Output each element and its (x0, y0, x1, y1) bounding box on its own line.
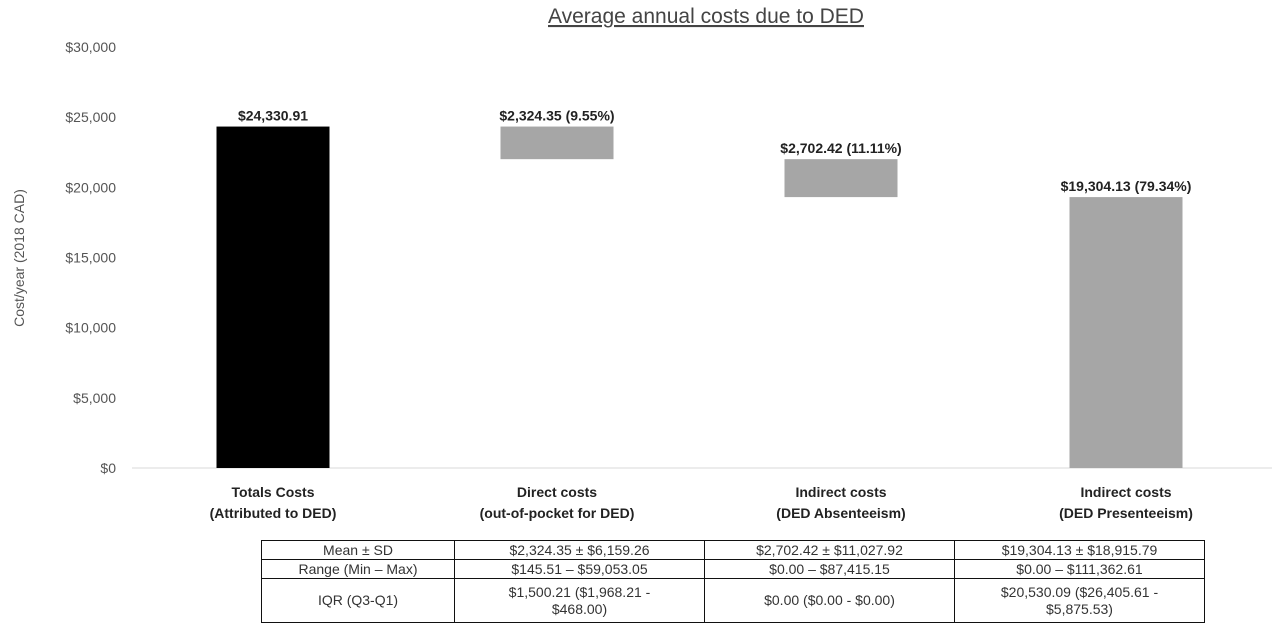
category-labels: Totals Costs (Attributed to DED) Direct co… (210, 484, 1193, 521)
data-label: $2,324.35 (9.55%) (499, 108, 614, 124)
table-cell: $0.00 – $111,362.61 (954, 559, 1205, 579)
category-label: (DED Presenteeism) (1059, 505, 1193, 521)
table-row: Range (Min – Max) $145.51 – $59,053.05 $0.… (261, 559, 1205, 579)
row-label: Range (Min – Max) (261, 559, 455, 579)
stats-table: Mean ± SD $2,324.35 ± $6,159.26 $2,702.42 … (261, 540, 1205, 623)
table-cell: $145.51 – $59,053.05 (454, 559, 705, 579)
y-tick-label: $25,000 (65, 109, 116, 125)
cell-line: $20,530.09 ($26,405.61 - (1000, 583, 1159, 600)
data-label: $24,330.91 (238, 108, 308, 124)
row-label: IQR (Q3-Q1) (261, 578, 455, 623)
y-tick-label: $0 (100, 460, 116, 476)
table-row: IQR (Q3-Q1) $1,500.21 ($1,968.21 - $468.00… (261, 578, 1205, 623)
table-cell: $0.00 – $87,415.15 (704, 559, 955, 579)
y-axis-label: Cost/year (2018 CAD) (11, 189, 27, 327)
cell-line: $1,500.21 ($1,968.21 - (508, 583, 651, 600)
chart-title: Average annual costs due to DED (548, 5, 864, 28)
table-cell: $0.00 ($0.00 - $0.00) (704, 578, 955, 623)
category-label: (DED Absenteeism) (776, 505, 905, 521)
bar (216, 126, 330, 469)
table-cell: $2,324.35 ± $6,159.26 (454, 540, 705, 560)
category-label: Totals Costs (232, 484, 315, 500)
table-cell: $19,304.13 ± $18,915.79 (954, 540, 1205, 560)
y-tick-label: $15,000 (65, 250, 116, 266)
bars: $24,330.91 $2,324.35 (9.55%) $2,702.42 (11… (216, 108, 1192, 469)
table-cell: $20,530.09 ($26,405.61 - $5,875.53) (954, 578, 1205, 623)
category-label: Indirect costs (795, 484, 886, 500)
row-label: Mean ± SD (261, 540, 455, 560)
category-label: Direct costs (517, 484, 597, 500)
y-tick-label: $30,000 (65, 39, 116, 55)
bar (784, 159, 898, 198)
cell-line: $5,875.53) (1046, 600, 1113, 617)
bar (1069, 197, 1183, 469)
y-tick-label: $5,000 (73, 390, 116, 406)
category-label: (Attributed to DED) (210, 505, 337, 521)
y-axis: $0 $5,000 $10,000 $15,000 $20,000 $25,000 $30,… (65, 39, 116, 476)
waterfall-chart: Average annual costs due to DED $0 $5,000… (11, 5, 1272, 521)
category-label: Indirect costs (1080, 484, 1171, 500)
y-tick-label: $10,000 (65, 320, 116, 336)
table-cell: $2,702.42 ± $11,027.92 (704, 540, 955, 560)
y-tick-label: $20,000 (65, 179, 116, 195)
table-cell: $1,500.21 ($1,968.21 - $468.00) (454, 578, 705, 623)
data-label: $2,702.42 (11.11%) (780, 140, 901, 156)
bar (500, 126, 614, 160)
category-label: (out-of-pocket for DED) (480, 505, 635, 521)
table-row: Mean ± SD $2,324.35 ± $6,159.26 $2,702.42 … (261, 540, 1205, 560)
cell-line: $468.00) (551, 600, 608, 617)
data-label: $19,304.13 (79.34%) (1061, 178, 1192, 194)
